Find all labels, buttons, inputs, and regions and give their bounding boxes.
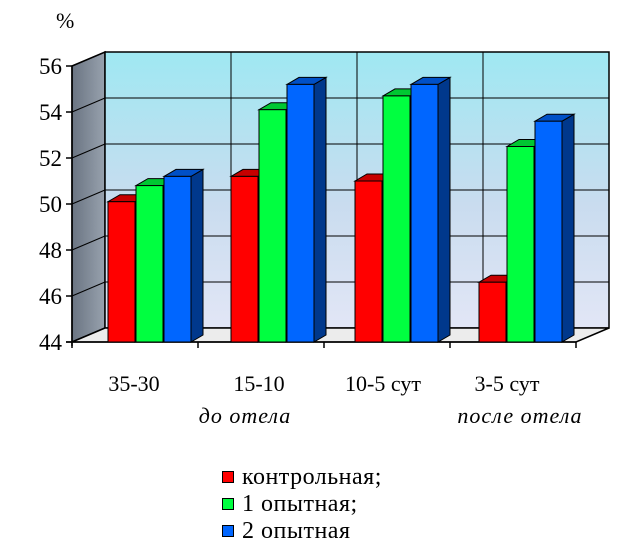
y-tick-label: 52	[39, 146, 62, 171]
gridline-side	[71, 51, 106, 67]
bar-front	[163, 175, 192, 343]
gridline-side	[71, 281, 106, 297]
bar-front	[534, 120, 563, 343]
y-axis-label: %	[56, 8, 74, 33]
bar-front	[135, 185, 164, 343]
bar-front	[506, 146, 535, 343]
bar-front	[258, 109, 287, 343]
y-tick-label: 48	[39, 238, 62, 263]
bar	[409, 76, 452, 343]
y-tick-label: 56	[39, 54, 62, 79]
gridline-side	[71, 143, 106, 159]
legend-item-experimental-2: 2 опытная	[222, 517, 382, 544]
bar-front	[286, 83, 315, 343]
bar	[162, 168, 205, 343]
gridline-side	[71, 235, 106, 251]
bar	[285, 76, 328, 343]
group-label: до отела	[199, 403, 292, 428]
bar-front	[354, 180, 383, 343]
bar-front	[230, 175, 259, 343]
category-label: 15-10	[233, 371, 284, 396]
y-tick-label: 50	[39, 192, 62, 217]
bar-front	[478, 281, 507, 343]
gridline-side	[71, 189, 106, 205]
bar-side	[190, 168, 204, 343]
bar-front	[107, 201, 136, 343]
bar-side	[313, 76, 327, 343]
y-tick-label: 46	[39, 284, 62, 309]
y-tick-label: 44	[39, 330, 63, 355]
legend-swatch-green	[222, 497, 234, 510]
group-label: после отела	[457, 403, 582, 428]
bar-front	[410, 83, 439, 343]
bar-front	[382, 95, 411, 343]
category-label: 35-30	[108, 371, 159, 396]
legend-swatch-red	[222, 470, 234, 483]
category-label: 10-5 сут	[345, 371, 421, 396]
legend-label: 2 опытная	[242, 517, 351, 544]
bar	[505, 138, 548, 343]
bar-side	[437, 76, 451, 343]
legend: контрольная; 1 опытная; 2 опытная	[222, 463, 382, 544]
gridline-side	[71, 97, 106, 113]
y-tick-label: 54	[39, 100, 63, 125]
legend-label: 1 опытная;	[242, 490, 358, 517]
category-label: 3-5 сут	[475, 371, 540, 396]
bar	[533, 113, 576, 343]
legend-swatch-blue	[222, 524, 234, 537]
legend-item-experimental-1: 1 опытная;	[222, 490, 382, 517]
legend-label: контрольная;	[242, 463, 382, 490]
bar-side	[561, 113, 575, 343]
legend-item-control: контрольная;	[222, 463, 382, 490]
